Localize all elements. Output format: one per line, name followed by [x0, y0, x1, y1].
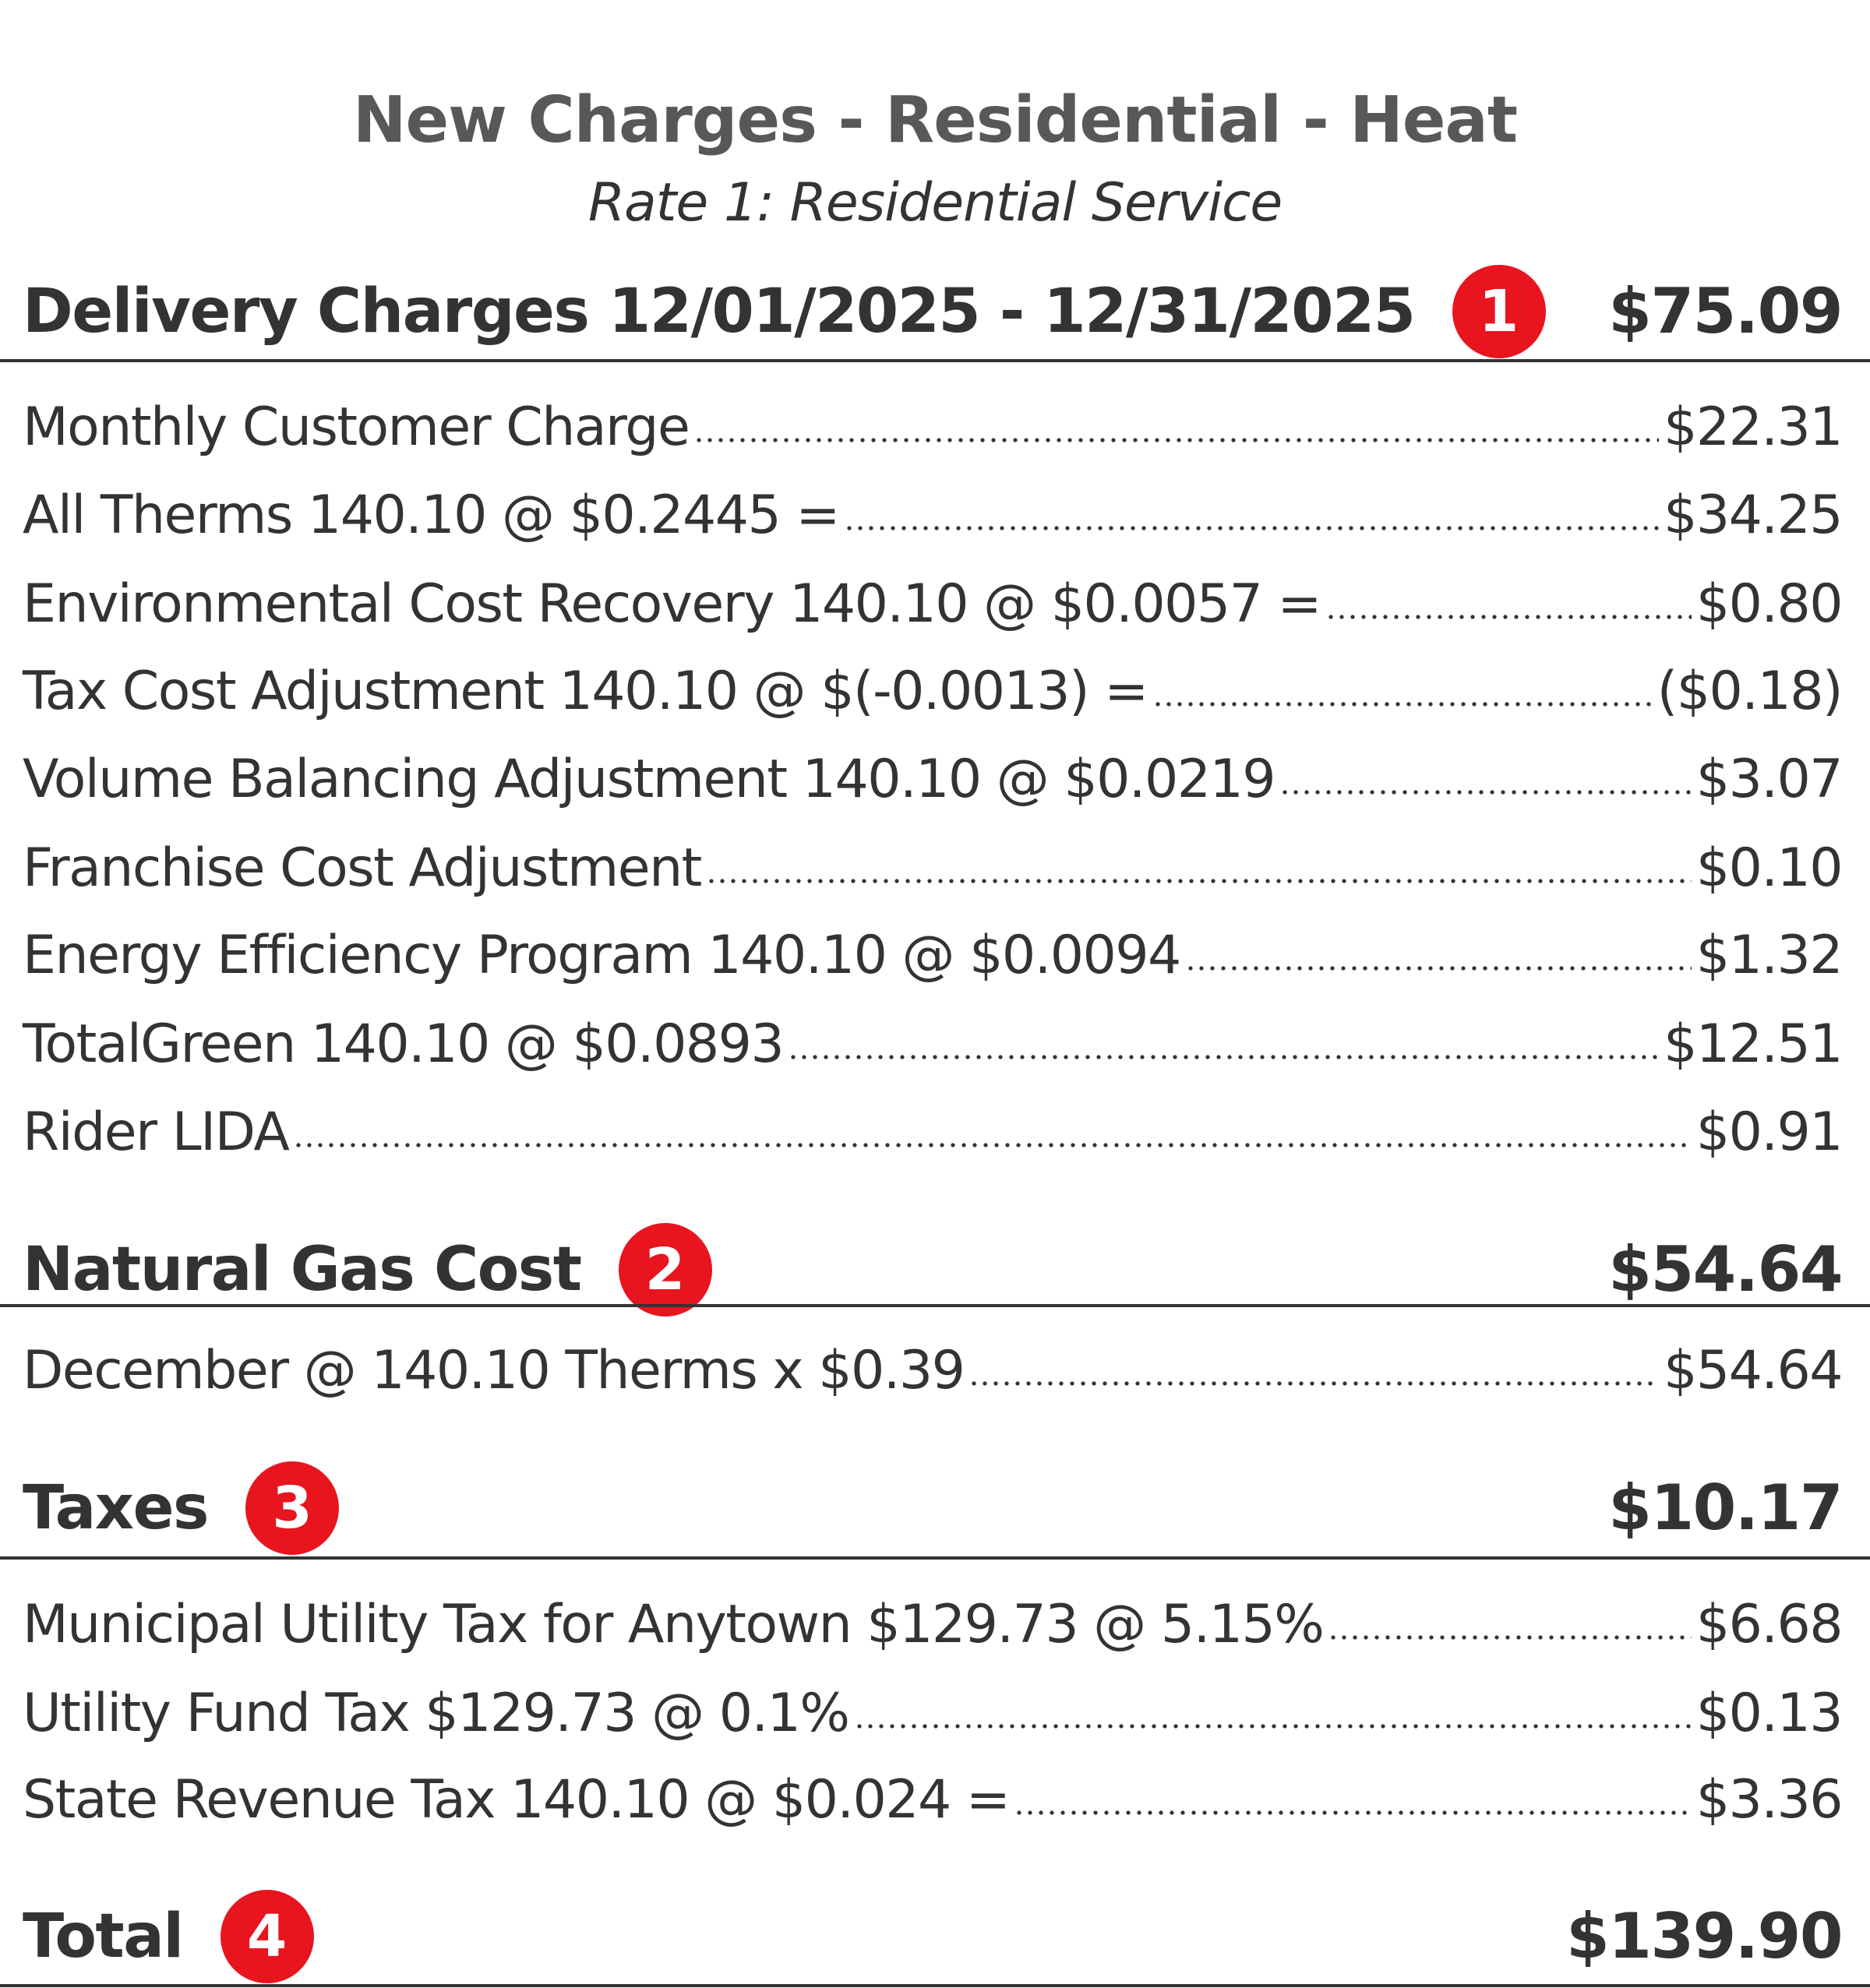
- line-item: Energy Efficiency Program 140.10 @ $0.00…: [0, 913, 1870, 999]
- item-value: ($0.18): [1657, 661, 1844, 722]
- item-value: $3.36: [1695, 1769, 1844, 1831]
- dot-leader: [1328, 1634, 1692, 1641]
- divider: [0, 1304, 1870, 1307]
- item-value: $0.10: [1695, 837, 1844, 899]
- rate-subtitle: Rate 1: Residential Service: [587, 172, 1283, 234]
- dot-leader: [1014, 1810, 1692, 1816]
- item-value: $1.32: [1695, 925, 1844, 986]
- item-value: $54.64: [1664, 1340, 1843, 1401]
- item-value: $0.91: [1695, 1102, 1844, 1163]
- line-item: Monthly Customer Charge $22.31: [0, 385, 1870, 471]
- section-heading: Taxes: [23, 1473, 209, 1543]
- dot-leader: [788, 1054, 1660, 1060]
- dot-leader: [293, 1142, 1692, 1148]
- item-label: All Therms 140.10 @ $0.2445 =: [23, 485, 840, 546]
- dot-leader: [1152, 701, 1653, 707]
- taxes-header: Taxes 3 $10.17: [0, 1461, 1870, 1555]
- section-amount: $54.64: [1608, 1233, 1843, 1306]
- total-row: Total 4 $139.90: [0, 1890, 1870, 1983]
- callout-badge-1: 1: [1452, 265, 1546, 358]
- line-item: All Therms 140.10 @ $0.2445 = $34.25: [0, 473, 1870, 559]
- item-label: State Revenue Tax 140.10 @ $0.024 =: [23, 1769, 1011, 1831]
- divider: [0, 359, 1870, 362]
- line-item: State Revenue Tax 140.10 @ $0.024 = $3.36: [0, 1757, 1870, 1843]
- divider: [0, 1556, 1870, 1560]
- item-label: Environmental Cost Recovery 140.10 @ $0.…: [23, 573, 1322, 635]
- section-heading: Delivery Charges 12/01/2025 - 12/31/2025: [23, 277, 1416, 347]
- item-value: $0.13: [1695, 1683, 1844, 1744]
- total-label: Total: [23, 1902, 184, 1972]
- divider: [0, 1984, 1870, 1987]
- line-item: TotalGreen 140.10 @ $0.0893 $12.51: [0, 1002, 1870, 1087]
- item-value: $12.51: [1664, 1013, 1843, 1075]
- item-value: $22.31: [1664, 397, 1843, 458]
- item-label: December @ 140.10 Therms x $0.39: [23, 1340, 965, 1401]
- dot-leader: [705, 878, 1692, 884]
- line-item: Environmental Cost Recovery 140.10 @ $0.…: [0, 562, 1870, 647]
- callout-badge-3: 3: [245, 1461, 339, 1555]
- item-value: $34.25: [1664, 485, 1843, 546]
- dot-leader: [1184, 965, 1692, 971]
- natural-gas-cost-header: Natural Gas Cost 2 $54.64: [0, 1223, 1870, 1317]
- item-label: Utility Fund Tax $129.73 @ 0.1%: [23, 1683, 850, 1744]
- item-label: TotalGreen 140.10 @ $0.0893: [23, 1013, 785, 1075]
- section-amount: $10.17: [1608, 1472, 1843, 1544]
- total-amount: $139.90: [1566, 1900, 1843, 1972]
- item-label: Tax Cost Adjustment 140.10 @ $(-0.0013) …: [23, 661, 1148, 722]
- dot-leader: [693, 437, 1660, 443]
- dot-leader: [969, 1380, 1660, 1387]
- item-label: Volume Balancing Adjustment 140.10 @ $0.…: [23, 749, 1276, 810]
- item-value: $3.07: [1695, 749, 1844, 810]
- dot-leader: [853, 1723, 1692, 1729]
- callout-badge-2: 2: [618, 1223, 712, 1317]
- line-item: Rider LIDA $0.91: [0, 1090, 1870, 1176]
- line-item: Utility Fund Tax $129.73 @ 0.1% $0.13: [0, 1671, 1870, 1757]
- item-value: $0.80: [1695, 573, 1844, 635]
- line-item: Franchise Cost Adjustment $0.10: [0, 826, 1870, 911]
- item-value: $6.68: [1695, 1594, 1844, 1655]
- item-label: Franchise Cost Adjustment: [23, 837, 702, 899]
- dot-leader: [1325, 614, 1692, 620]
- line-item: Municipal Utility Tax for Anytown $129.7…: [0, 1582, 1870, 1668]
- delivery-charges-header: Delivery Charges 12/01/2025 - 12/31/2025…: [0, 265, 1870, 358]
- dot-leader: [843, 525, 1660, 531]
- callout-badge-4: 4: [220, 1890, 314, 1983]
- page-title: New Charges - Residential - Heat: [352, 83, 1518, 157]
- item-label: Monthly Customer Charge: [23, 397, 690, 458]
- dot-leader: [1279, 789, 1692, 795]
- line-item: Volume Balancing Adjustment 140.10 @ $0.…: [0, 737, 1870, 823]
- item-label: Energy Efficiency Program 140.10 @ $0.00…: [23, 925, 1181, 986]
- item-label: Municipal Utility Tax for Anytown $129.7…: [23, 1594, 1325, 1655]
- line-item: December @ 140.10 Therms x $0.39 $54.64: [0, 1328, 1870, 1414]
- section-heading: Natural Gas Cost: [23, 1235, 582, 1305]
- section-amount: $75.09: [1608, 275, 1843, 347]
- line-item: Tax Cost Adjustment 140.10 @ $(-0.0013) …: [0, 649, 1870, 735]
- item-label: Rider LIDA: [23, 1102, 290, 1163]
